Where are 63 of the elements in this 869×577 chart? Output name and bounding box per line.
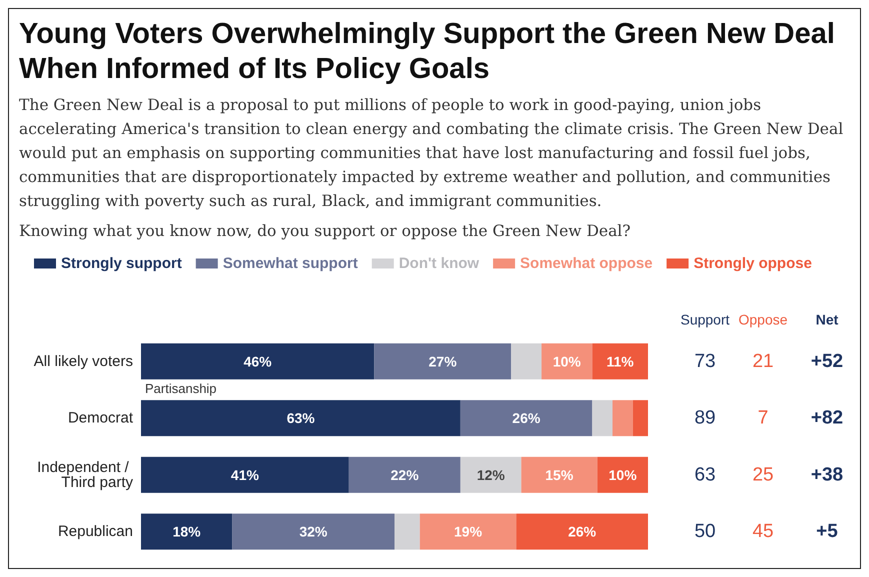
bar [521, 456, 598, 493]
data-label: 18% [172, 524, 202, 540]
data-label: 10% [552, 353, 582, 370]
data-label: 32% [299, 524, 328, 540]
text: Oppose [738, 311, 788, 328]
bar [141, 343, 374, 380]
bar [348, 456, 460, 493]
data-label: 22% [390, 466, 420, 483]
data-label: 46% [244, 353, 272, 370]
text: Knowing what you know now, do you support or oppose the Green New Deal? [19, 221, 632, 242]
bar [592, 400, 613, 436]
bar [141, 400, 460, 436]
bar [511, 343, 542, 380]
text: 21 [752, 350, 774, 372]
data-label: 63% [286, 410, 316, 426]
chart-subtitle: The Green New Deal is a proposal to put millions of people to work in good-paying, union jobs accelerating America's transition to clean energy and combating the climate crisis. The Green New Deal would put an emphasis on supporting communities that have lost manufacturing and fossil fuel jobs, communities that are disproportionately impacted by extreme weather and pollution, and communities struggling with poverty such as rural, Black, and immigrant communities. [19, 95, 844, 212]
text: +52 [810, 350, 844, 372]
data-label: 27% [428, 353, 458, 370]
text: Support [680, 311, 730, 328]
bar [597, 456, 648, 493]
y-tick-label: Republican [58, 523, 133, 540]
text: 25 [752, 464, 774, 486]
bar [612, 400, 633, 436]
text: 63 [694, 464, 716, 486]
bar [632, 400, 648, 436]
data-label: 26% [512, 410, 541, 426]
bar [394, 514, 420, 550]
bar [141, 514, 232, 550]
text: 7 [758, 408, 768, 429]
text: 45 [752, 521, 774, 542]
text: 50 [694, 521, 716, 542]
legend-label: Somewhat support [222, 255, 358, 272]
data-label: 41% [230, 466, 260, 483]
data-label: 15% [545, 466, 574, 483]
text: 89 [694, 408, 716, 429]
text: 73 [694, 350, 716, 372]
bar [460, 400, 592, 436]
text: +5 [816, 521, 838, 542]
bar [232, 514, 394, 550]
data-label: 19% [454, 524, 483, 540]
bar [516, 514, 648, 550]
legend-label: Somewhat oppose [520, 255, 653, 272]
data-label: 26% [568, 524, 597, 540]
text: +38 [810, 464, 844, 486]
y-tick-label: All likely voters [34, 352, 133, 370]
legend-label: Don't know [398, 255, 480, 272]
legend-label: Strongly oppose [694, 255, 812, 272]
bar [592, 343, 648, 380]
text: Net [816, 311, 839, 328]
chart-title: Young Voters Overwhelmingly Support the Green New Deal When Informed of Its Policy Goals [19, 17, 836, 87]
bar [420, 514, 516, 550]
data-label: 12% [476, 466, 506, 483]
bar [141, 456, 349, 493]
data-label: 11% [606, 353, 634, 370]
bar [374, 343, 512, 380]
bar [542, 343, 592, 380]
legend-label: Strongly support [61, 255, 182, 272]
y-tick-label: Independent / Third party [37, 458, 134, 491]
bar [460, 456, 522, 493]
y-tick-label: Democrat [68, 410, 134, 427]
text: +82 [810, 408, 844, 429]
annotation: Partisanship [145, 380, 217, 396]
data-label: 10% [608, 466, 638, 483]
